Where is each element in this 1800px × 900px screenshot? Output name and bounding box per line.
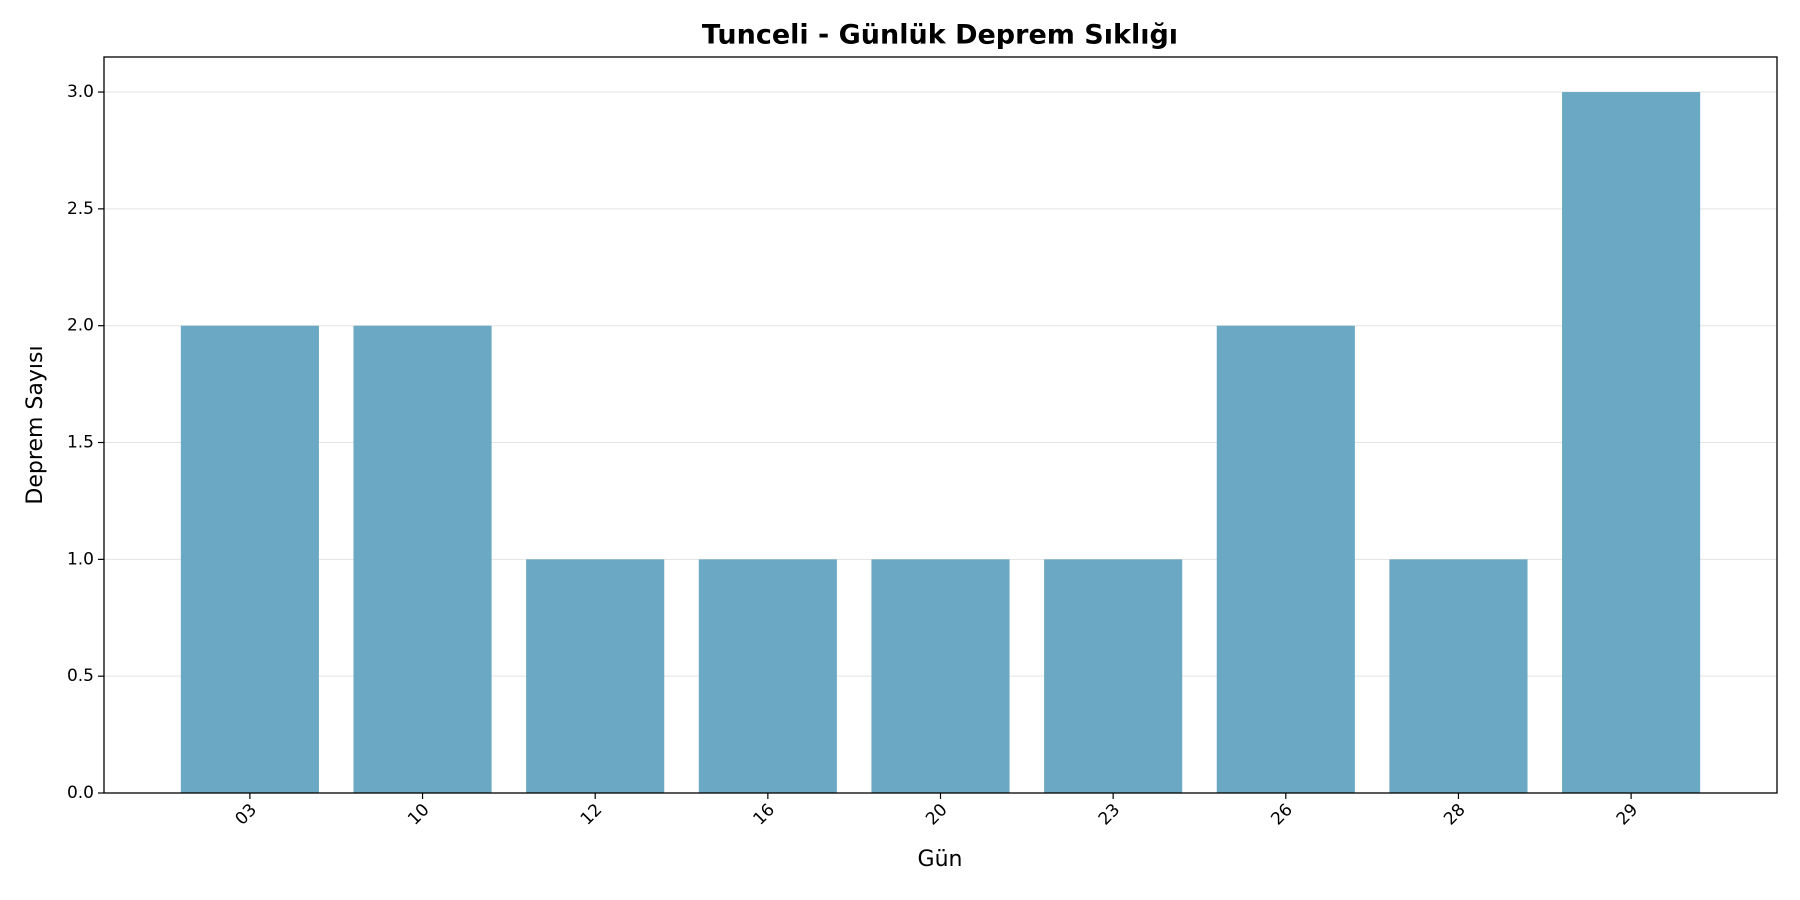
- bar: [1389, 559, 1528, 793]
- y-tick-label: 2.0: [67, 316, 94, 336]
- bar: [1562, 92, 1701, 794]
- y-tick-label: 1.0: [67, 549, 94, 569]
- bar: [353, 325, 492, 793]
- bar: [871, 559, 1010, 793]
- y-tick-label: 0.5: [67, 666, 94, 686]
- bar: [526, 559, 665, 793]
- bar: [1216, 325, 1355, 793]
- y-axis-label: Deprem Sayısı: [23, 345, 48, 504]
- chart-title: Tunceli - Günlük Deprem Sıklığı: [702, 20, 1178, 51]
- y-tick-label: 0.0: [67, 783, 94, 803]
- plot-frame: [103, 56, 1778, 794]
- bar: [180, 325, 319, 793]
- y-tick-label: 2.5: [67, 199, 94, 219]
- y-tick-label: 3.0: [67, 82, 94, 102]
- bar-layer: [180, 92, 1701, 794]
- y-tick-label: 1.5: [67, 433, 94, 453]
- x-axis-label: Gün: [918, 847, 963, 872]
- bar: [1044, 559, 1183, 793]
- bar: [698, 559, 837, 793]
